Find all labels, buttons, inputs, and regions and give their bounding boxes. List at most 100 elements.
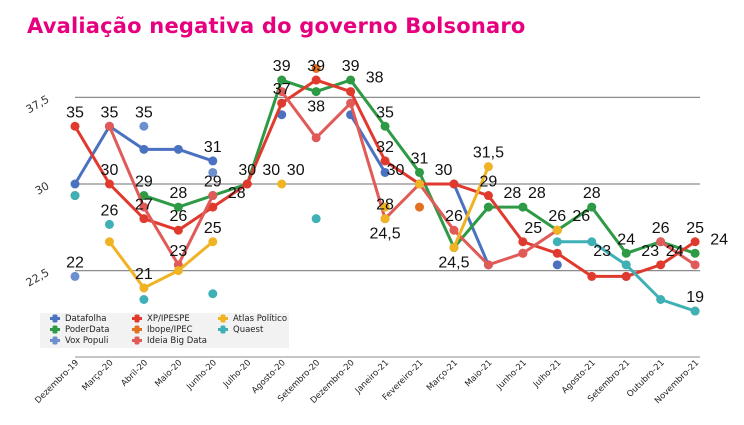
data-point	[208, 191, 218, 201]
series-xp-ipespe	[70, 75, 700, 281]
legend-item-atlas-politico[interactable]: Atlas Político	[218, 314, 287, 325]
data-label: 24	[617, 231, 635, 248]
chart-title: Avaliação negativa do governo Bolsonaro	[27, 14, 526, 38]
data-point	[70, 191, 80, 201]
data-point	[415, 167, 424, 177]
data-point	[483, 260, 493, 270]
data-point	[139, 295, 149, 304]
data-label: 39	[342, 58, 360, 75]
legend-item-vox-populi[interactable]: Vox Populi	[50, 336, 108, 347]
data-label: 38	[366, 70, 384, 87]
series-vox-populi	[70, 121, 218, 281]
legend-marker-icon	[50, 325, 60, 334]
data-point	[173, 266, 183, 276]
legend-marker-icon	[132, 336, 142, 345]
x-tick-label: Junho-21	[494, 358, 529, 393]
data-point	[380, 156, 390, 166]
data-label: 26	[169, 208, 187, 225]
data-point	[483, 162, 493, 172]
data-point	[277, 87, 287, 97]
data-point	[518, 248, 528, 258]
series-lines	[70, 64, 700, 316]
data-label: 30	[238, 162, 256, 179]
data-label: 31	[411, 150, 429, 167]
data-point	[70, 271, 80, 281]
x-tick-label: Abril-20	[119, 358, 150, 389]
legend-item-poderdata[interactable]: PoderData	[50, 325, 109, 336]
data-point	[518, 202, 528, 212]
data-point	[552, 237, 562, 247]
data-label: 31,5	[473, 145, 504, 162]
data-label: 23	[169, 243, 187, 260]
data-label: 24,5	[438, 255, 469, 272]
data-point	[621, 248, 631, 258]
series-line	[452, 183, 490, 266]
data-point	[449, 243, 459, 253]
data-point	[277, 98, 287, 108]
data-point	[277, 110, 287, 120]
legend-item-ideia-big-data[interactable]: Ideia Big Data	[132, 336, 207, 347]
y-tick-label: 30	[33, 179, 52, 197]
data-point	[518, 237, 528, 247]
x-tick-label: Março-20	[80, 358, 115, 393]
legend-item-datafolha[interactable]: Datafolha	[50, 314, 106, 325]
data-label: 29	[204, 174, 222, 191]
data-point	[587, 237, 597, 247]
data-point	[449, 225, 459, 235]
data-point	[311, 133, 321, 143]
data-label: 25	[204, 220, 222, 237]
data-label: 39	[273, 58, 291, 75]
data-label: 39	[307, 58, 325, 75]
data-point	[277, 179, 287, 189]
data-label: 26	[652, 220, 670, 237]
data-point	[346, 87, 356, 97]
data-point	[656, 237, 666, 247]
data-point	[690, 248, 700, 258]
data-point	[656, 260, 666, 270]
data-labels: 39 39 39 38 38 37 35 35 35 35 31 32 31,5 31 30 30 30 30 30…	[66, 58, 728, 306]
data-label: 32	[376, 139, 394, 156]
data-label: 21	[135, 266, 153, 283]
legend-item-quaest[interactable]: Quaest	[218, 325, 263, 336]
data-point	[70, 121, 80, 131]
data-label: 35	[135, 104, 153, 121]
legend: Datafolha PoderData Vox Populi XP/IPESPE…	[40, 313, 289, 348]
data-point	[139, 121, 149, 131]
y-axis-ticks: 22,5 30 37,5	[24, 93, 52, 290]
data-point	[690, 260, 700, 270]
legend-marker-icon	[218, 325, 228, 334]
data-point	[656, 295, 666, 304]
data-point	[277, 75, 287, 85]
data-label: 30	[435, 162, 453, 179]
data-label: 25	[686, 220, 704, 237]
x-tick-label: Julho-20	[221, 358, 253, 390]
x-tick-label: Julho-21	[531, 358, 563, 390]
series-quaest	[311, 214, 700, 316]
legend-marker-icon	[132, 314, 142, 323]
x-tick-label: Maio-21	[463, 358, 494, 389]
data-label: 38	[307, 99, 325, 116]
data-label: 27	[135, 197, 153, 214]
data-point	[208, 289, 218, 299]
data-label: 28	[504, 185, 522, 202]
data-label: 24,5	[369, 226, 400, 243]
legend-marker-icon	[50, 336, 60, 345]
data-point	[587, 202, 597, 212]
data-label: 35	[101, 104, 119, 121]
data-point	[483, 202, 493, 212]
data-point	[104, 219, 114, 229]
data-point	[104, 179, 114, 189]
x-tick-label: Maio-20	[153, 358, 184, 389]
legend-item-xp-ipespe[interactable]: XP/IPESPE	[132, 314, 190, 325]
data-point	[552, 260, 562, 270]
data-label: 26	[445, 208, 463, 225]
data-label: 28	[583, 185, 601, 202]
data-point	[621, 260, 631, 270]
data-label: 23	[593, 243, 611, 260]
legend-item-ibope-ipec[interactable]: Ibope/IPEC	[132, 325, 193, 336]
data-point	[139, 283, 149, 293]
data-point	[621, 271, 631, 281]
data-point	[139, 144, 149, 154]
data-point	[380, 167, 390, 177]
